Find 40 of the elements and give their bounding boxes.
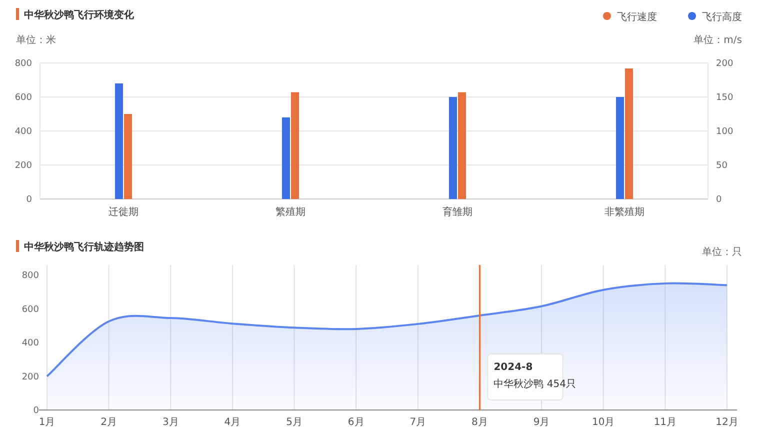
x-tick-label: 5月 (286, 417, 302, 427)
y-tick-label: 200 (22, 372, 40, 382)
x-tick-label: 育雏期 (442, 206, 472, 218)
chart-title: 中华秋沙鸭飞行环境变化 (24, 9, 135, 21)
y2-tick-label: 100 (716, 127, 734, 137)
y-axis-title: 单位：只 (702, 246, 742, 258)
annotation: 2024-8 (494, 362, 533, 373)
x-tick-label: 10月 (592, 417, 615, 427)
y2-axis-title: 单位：m/s (694, 34, 742, 46)
y2-tick-label: 50 (716, 161, 728, 171)
x-tick-label: 6月 (348, 417, 364, 427)
y-tick-label: 0 (33, 406, 40, 416)
legend-label: 飞行速度 (617, 11, 657, 23)
x-tick-label: 7月 (410, 417, 426, 427)
y-tick-label: 600 (22, 304, 40, 315)
y-tick-label: 400 (22, 338, 40, 348)
y2-tick-label: 150 (716, 93, 734, 103)
x-tick-label: 繁殖期 (276, 206, 306, 218)
x-tick-label: 3月 (162, 417, 179, 427)
x-tick-label: 迁徙期 (108, 206, 138, 218)
x-tick-label: 8月 (472, 417, 488, 427)
y2-tick-label: 200 (716, 59, 734, 69)
x-tick-label: 非繁殖期 (604, 206, 644, 218)
x-tick-label: 4月 (224, 417, 241, 427)
y-axis-title: 单位：米 (16, 34, 56, 46)
y-tick-label: 400 (14, 127, 32, 137)
y-tick-label: 200 (14, 161, 32, 171)
chart-title: 中华秋沙鸭飞行轨迹趋势图 (24, 241, 144, 253)
y-tick-label: 0 (26, 195, 32, 205)
x-tick-label: 9月 (533, 417, 550, 427)
annotation: 中华秋沙鸭 454只 (494, 378, 576, 390)
legend-label: 飞行高度 (702, 11, 742, 23)
x-tick-label: 2月 (100, 417, 118, 427)
x-tick-label: 12月 (716, 417, 738, 427)
y-tick-label: 800 (14, 59, 32, 69)
y-tick-label: 600 (14, 93, 32, 103)
x-tick-label: 1月 (38, 417, 56, 427)
y-tick-label: 800 (22, 271, 40, 281)
y2-tick-label: 0 (716, 195, 722, 205)
x-tick-label: 11月 (654, 417, 677, 427)
